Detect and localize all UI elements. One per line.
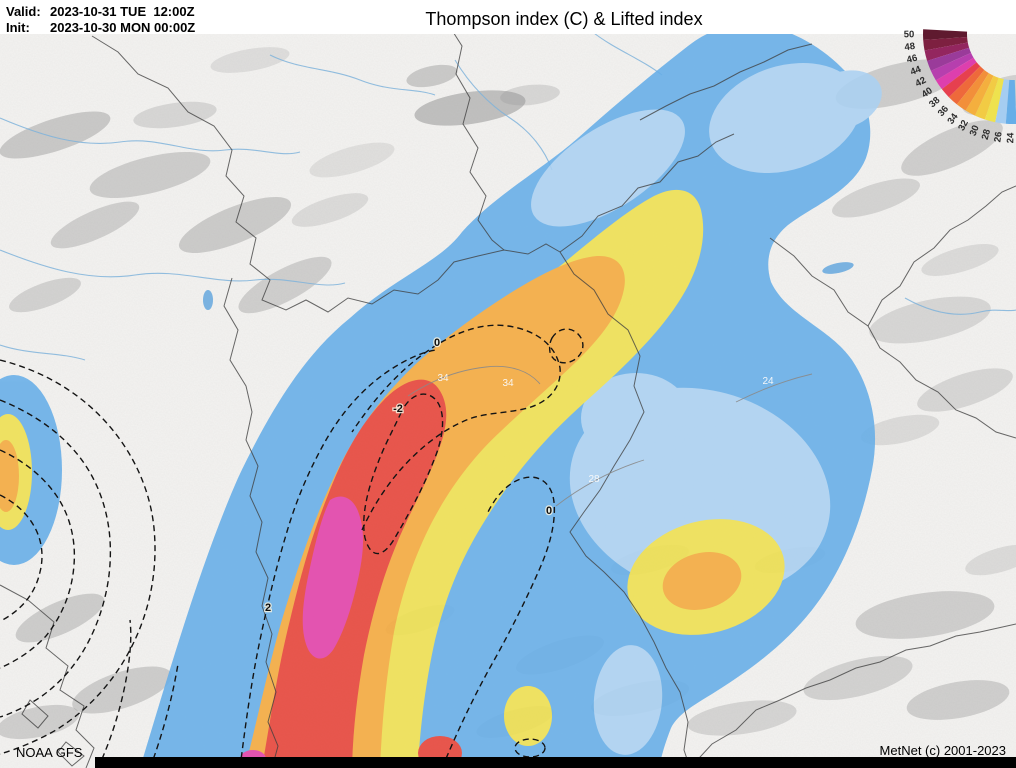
header-band (0, 0, 1016, 34)
thompson-contours-layer (407, 365, 813, 507)
legend-wedge (956, 69, 989, 111)
legend-value: 50 (904, 29, 915, 40)
data-source-label: NOAA GFS (16, 745, 83, 760)
lifted-index-label: 2 (265, 602, 271, 614)
legend-wedge (974, 75, 999, 120)
lifted-contours-layer (0, 324, 584, 768)
legend-wedge (930, 52, 974, 81)
legend-value: 42 (914, 75, 928, 90)
run-info: Valid: 2023-10-31 TUE 12:00Z Init: 2023-… (6, 4, 195, 36)
lake (203, 290, 213, 310)
thompson-index-label: 24 (762, 376, 774, 387)
valid-time-row: Valid: 2023-10-31 TUE 12:00Z (6, 4, 195, 20)
lake (822, 262, 854, 274)
legend-wedge (965, 73, 994, 116)
contour-labels-layer: 0 34 34 -2 2 0 28 24 (264, 336, 774, 616)
valid-value: 2023-10-31 TUE 12:00Z (50, 4, 195, 19)
legend-wedge (948, 66, 985, 105)
valid-label: Valid: (6, 4, 41, 19)
legend-value: 46 (906, 53, 919, 66)
copyright-label: MetNet (c) 2001-2023 (879, 743, 1006, 758)
legend-value: 26 (992, 131, 1004, 143)
lifted-index-label: -2 (393, 403, 403, 415)
lifted-index-label: 0 (434, 337, 440, 349)
init-label: Init: (6, 20, 30, 35)
legend-wedge (923, 29, 968, 40)
legend-value: 24 (1005, 132, 1016, 144)
legend-value: 40 (920, 85, 935, 100)
legend-value: 48 (904, 41, 916, 53)
legend-wedge (995, 79, 1010, 124)
legend-wedge (935, 57, 977, 90)
thompson-index-label: 28 (588, 474, 600, 485)
legend-wedge (984, 77, 1004, 123)
magenta-region (302, 496, 364, 659)
legend-value: 44 (909, 64, 923, 78)
legend-value: 28 (980, 128, 993, 141)
legend-wedge (924, 42, 970, 61)
bottom-bar (95, 757, 1016, 768)
legend-wedge (1005, 79, 1016, 124)
legend-wedge (923, 37, 968, 51)
lifted-index-label: 0 (546, 505, 552, 517)
legend-value: 30 (968, 124, 982, 138)
thompson-index-label: 34 (437, 373, 449, 384)
legend-wedge (941, 62, 981, 98)
legend-value: 32 (956, 118, 971, 133)
thompson-index-label: 34 (502, 378, 514, 389)
rivers-layer (0, 29, 1016, 361)
chart-title: Thompson index (C) & Lifted index (425, 9, 703, 29)
index-overlay-layer (0, 24, 882, 768)
legend-wedge (927, 47, 972, 71)
init-value: 2023-10-30 MON 00:00Z (50, 20, 196, 35)
init-time-row: Init: 2023-10-30 MON 00:00Z (6, 20, 195, 36)
